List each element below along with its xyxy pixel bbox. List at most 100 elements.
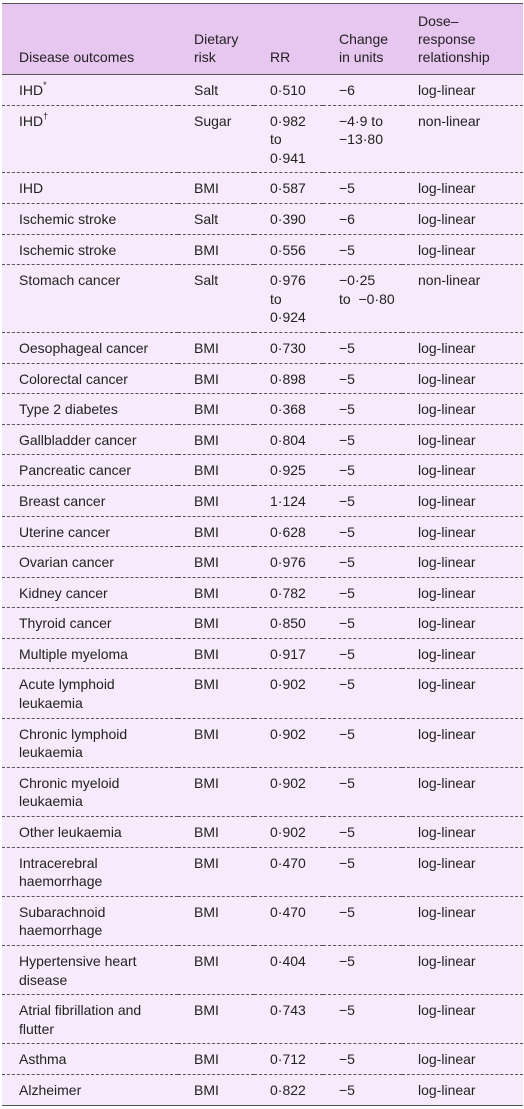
- dose-response-cell: log-linear: [402, 1043, 523, 1075]
- rr-value-line: 0·712: [270, 1051, 306, 1068]
- table-row: IHD† Sugar 0·982 to 0·941 −4·9 to −13·80 non-li…: [2, 105, 523, 174]
- disease-outcome-cell: Breast cancer: [2, 485, 178, 517]
- table-row: Other leukaemia BMI 0·902 −5 log-linear: [2, 816, 523, 848]
- rr-value-line: 0·587: [270, 180, 306, 197]
- dose-response-cell: log-linear: [402, 607, 523, 639]
- rr-cell: 0·390: [254, 203, 323, 235]
- disease-outcome-cell: IHD*: [2, 74, 178, 106]
- header-row: Disease outcomes Dietary risk RR Change in…: [2, 3, 523, 75]
- table-row: Chronic myeloid leukaemia BMI 0·902 −5 log-l…: [2, 767, 523, 818]
- change-value-line: −5: [339, 401, 355, 418]
- change-value-line: −5: [339, 645, 355, 662]
- rr-cell: 0·712: [254, 1043, 323, 1075]
- rr-cell: 0·368: [254, 393, 323, 425]
- dietary-risk-cell: BMI: [178, 485, 254, 517]
- disease-name: Hypertensive heart disease: [19, 953, 137, 988]
- dose-response-cell: log-linear: [402, 816, 523, 848]
- rr-cell: 0·556: [254, 234, 323, 266]
- rr-cell: 0·976 to 0·924: [254, 264, 323, 333]
- change-in-units-cell: −4·9 to −13·80: [323, 105, 402, 174]
- rr-cell: 0·902: [254, 816, 323, 848]
- relative-risk-table: Disease outcomes Dietary risk RR Change in…: [2, 3, 523, 1106]
- disease-name: Acute lymphoid leukaemia: [19, 676, 115, 712]
- change-value-line: −5: [339, 462, 355, 479]
- disease-name: Stomach cancer: [19, 272, 121, 289]
- dose-response-cell: log-linear: [402, 485, 523, 517]
- change-value-line: −5: [339, 1051, 355, 1068]
- disease-name: Alzheimer: [19, 1081, 82, 1098]
- disease-name: Chronic myeloid leukaemia: [19, 774, 120, 810]
- dietary-risk-cell: BMI: [178, 767, 254, 818]
- rr-cell: 0·782: [254, 577, 323, 609]
- dietary-risk-cell: BMI: [178, 1043, 254, 1075]
- change-in-units-cell: −5: [323, 172, 402, 204]
- disease-name: IHD: [19, 82, 44, 98]
- dietary-risk-cell: BMI: [178, 577, 254, 609]
- table-row: Hypertensive heart disease BMI 0·404 −5 log-…: [2, 945, 523, 996]
- dietary-risk-cell: BMI: [178, 1074, 254, 1106]
- table-row: Oesophageal cancer BMI 0·730 −5 log-linear: [2, 332, 523, 364]
- table-row: Ischemic stroke BMI 0·556 −5 log-linear: [2, 234, 523, 266]
- header-change-in-units: Change in units: [323, 3, 402, 75]
- disease-outcome-cell: Thyroid cancer: [2, 607, 178, 639]
- dose-response-cell: log-linear: [402, 994, 523, 1045]
- dose-response-cell: log-linear: [402, 172, 523, 204]
- dose-response-cell: log-linear: [402, 668, 523, 719]
- change-in-units-cell: −5: [323, 332, 402, 364]
- dose-response-cell: non-linear: [402, 105, 523, 174]
- disease-outcome-cell: Kidney cancer: [2, 577, 178, 609]
- change-value-line: −5: [339, 953, 355, 969]
- table-row: Breast cancer BMI 1·124 −5 log-linear: [2, 485, 523, 517]
- disease-outcome-cell: Gallbladder cancer: [2, 424, 178, 456]
- change-in-units-cell: −5: [323, 767, 402, 818]
- rr-cell: 0·898: [254, 363, 323, 395]
- disease-name: Uterine cancer: [19, 523, 111, 540]
- change-in-units-cell: −5: [323, 718, 402, 768]
- dose-response-cell: log-linear: [402, 546, 523, 578]
- table-row: Intracerebral haemorrhage BMI 0·470 −5 log-l…: [2, 847, 523, 897]
- change-in-units-cell: −5: [323, 516, 402, 548]
- table-row: Asthma BMI 0·712 −5 log-linear: [2, 1043, 523, 1075]
- rr-value-line: 0·368: [270, 401, 306, 418]
- change-value-line: −5: [339, 903, 355, 920]
- change-value-line: −5: [339, 241, 355, 258]
- change-value-line: −5: [339, 554, 355, 571]
- table-row: IHD BMI 0·587 −5 log-linear: [2, 172, 523, 204]
- dose-response-cell: non-linear: [402, 264, 523, 333]
- change-in-units-cell: −5: [323, 577, 402, 609]
- change-in-units-cell: −5: [323, 546, 402, 578]
- dose-response-cell: log-linear: [402, 363, 523, 395]
- disease-outcome-cell: Colorectal cancer: [2, 363, 178, 395]
- disease-outcome-cell: Pancreatic cancer: [2, 454, 178, 486]
- rr-value-line: 0·556: [270, 241, 306, 258]
- change-value-line: −5: [339, 492, 355, 509]
- dietary-risk-cell: BMI: [178, 393, 254, 425]
- rr-cell: 0·822: [254, 1074, 323, 1106]
- change-value-line: −5: [339, 370, 355, 387]
- disease-name: Chronic lymphoid leukaemia: [19, 725, 128, 761]
- change-in-units-cell: −5: [323, 234, 402, 266]
- change-in-units-cell: −5: [323, 896, 402, 947]
- disease-outcome-cell: Chronic myeloid leukaemia: [2, 767, 178, 818]
- dietary-risk-cell: BMI: [178, 424, 254, 456]
- disease-outcome-cell: IHD†: [2, 105, 178, 174]
- disease-name: IHD: [19, 112, 44, 129]
- disease-name: Thyroid cancer: [19, 615, 112, 632]
- disease-name: Other leukaemia: [19, 824, 122, 841]
- rr-value-line: 0·390: [270, 210, 306, 227]
- change-in-units-cell: −5: [323, 945, 402, 996]
- dietary-risk-cell: Salt: [178, 203, 254, 235]
- rr-value-line: 0·470: [270, 903, 306, 920]
- rr-value-line: 0·976: [270, 554, 306, 571]
- change-in-units-cell: −6: [323, 203, 402, 235]
- change-in-units-cell: −5: [323, 454, 402, 486]
- change-value-line: −5: [339, 1002, 355, 1019]
- change-in-units-cell: −5: [323, 485, 402, 517]
- change-in-units-cell: −5: [323, 393, 402, 425]
- dose-response-cell: log-linear: [402, 234, 523, 266]
- rr-value-line: 0·982: [270, 112, 306, 129]
- change-in-units-cell: −5: [323, 847, 402, 897]
- change-in-units-cell: −6: [323, 74, 402, 106]
- dietary-risk-cell: BMI: [178, 607, 254, 639]
- rr-value-line: 0·730: [270, 339, 306, 356]
